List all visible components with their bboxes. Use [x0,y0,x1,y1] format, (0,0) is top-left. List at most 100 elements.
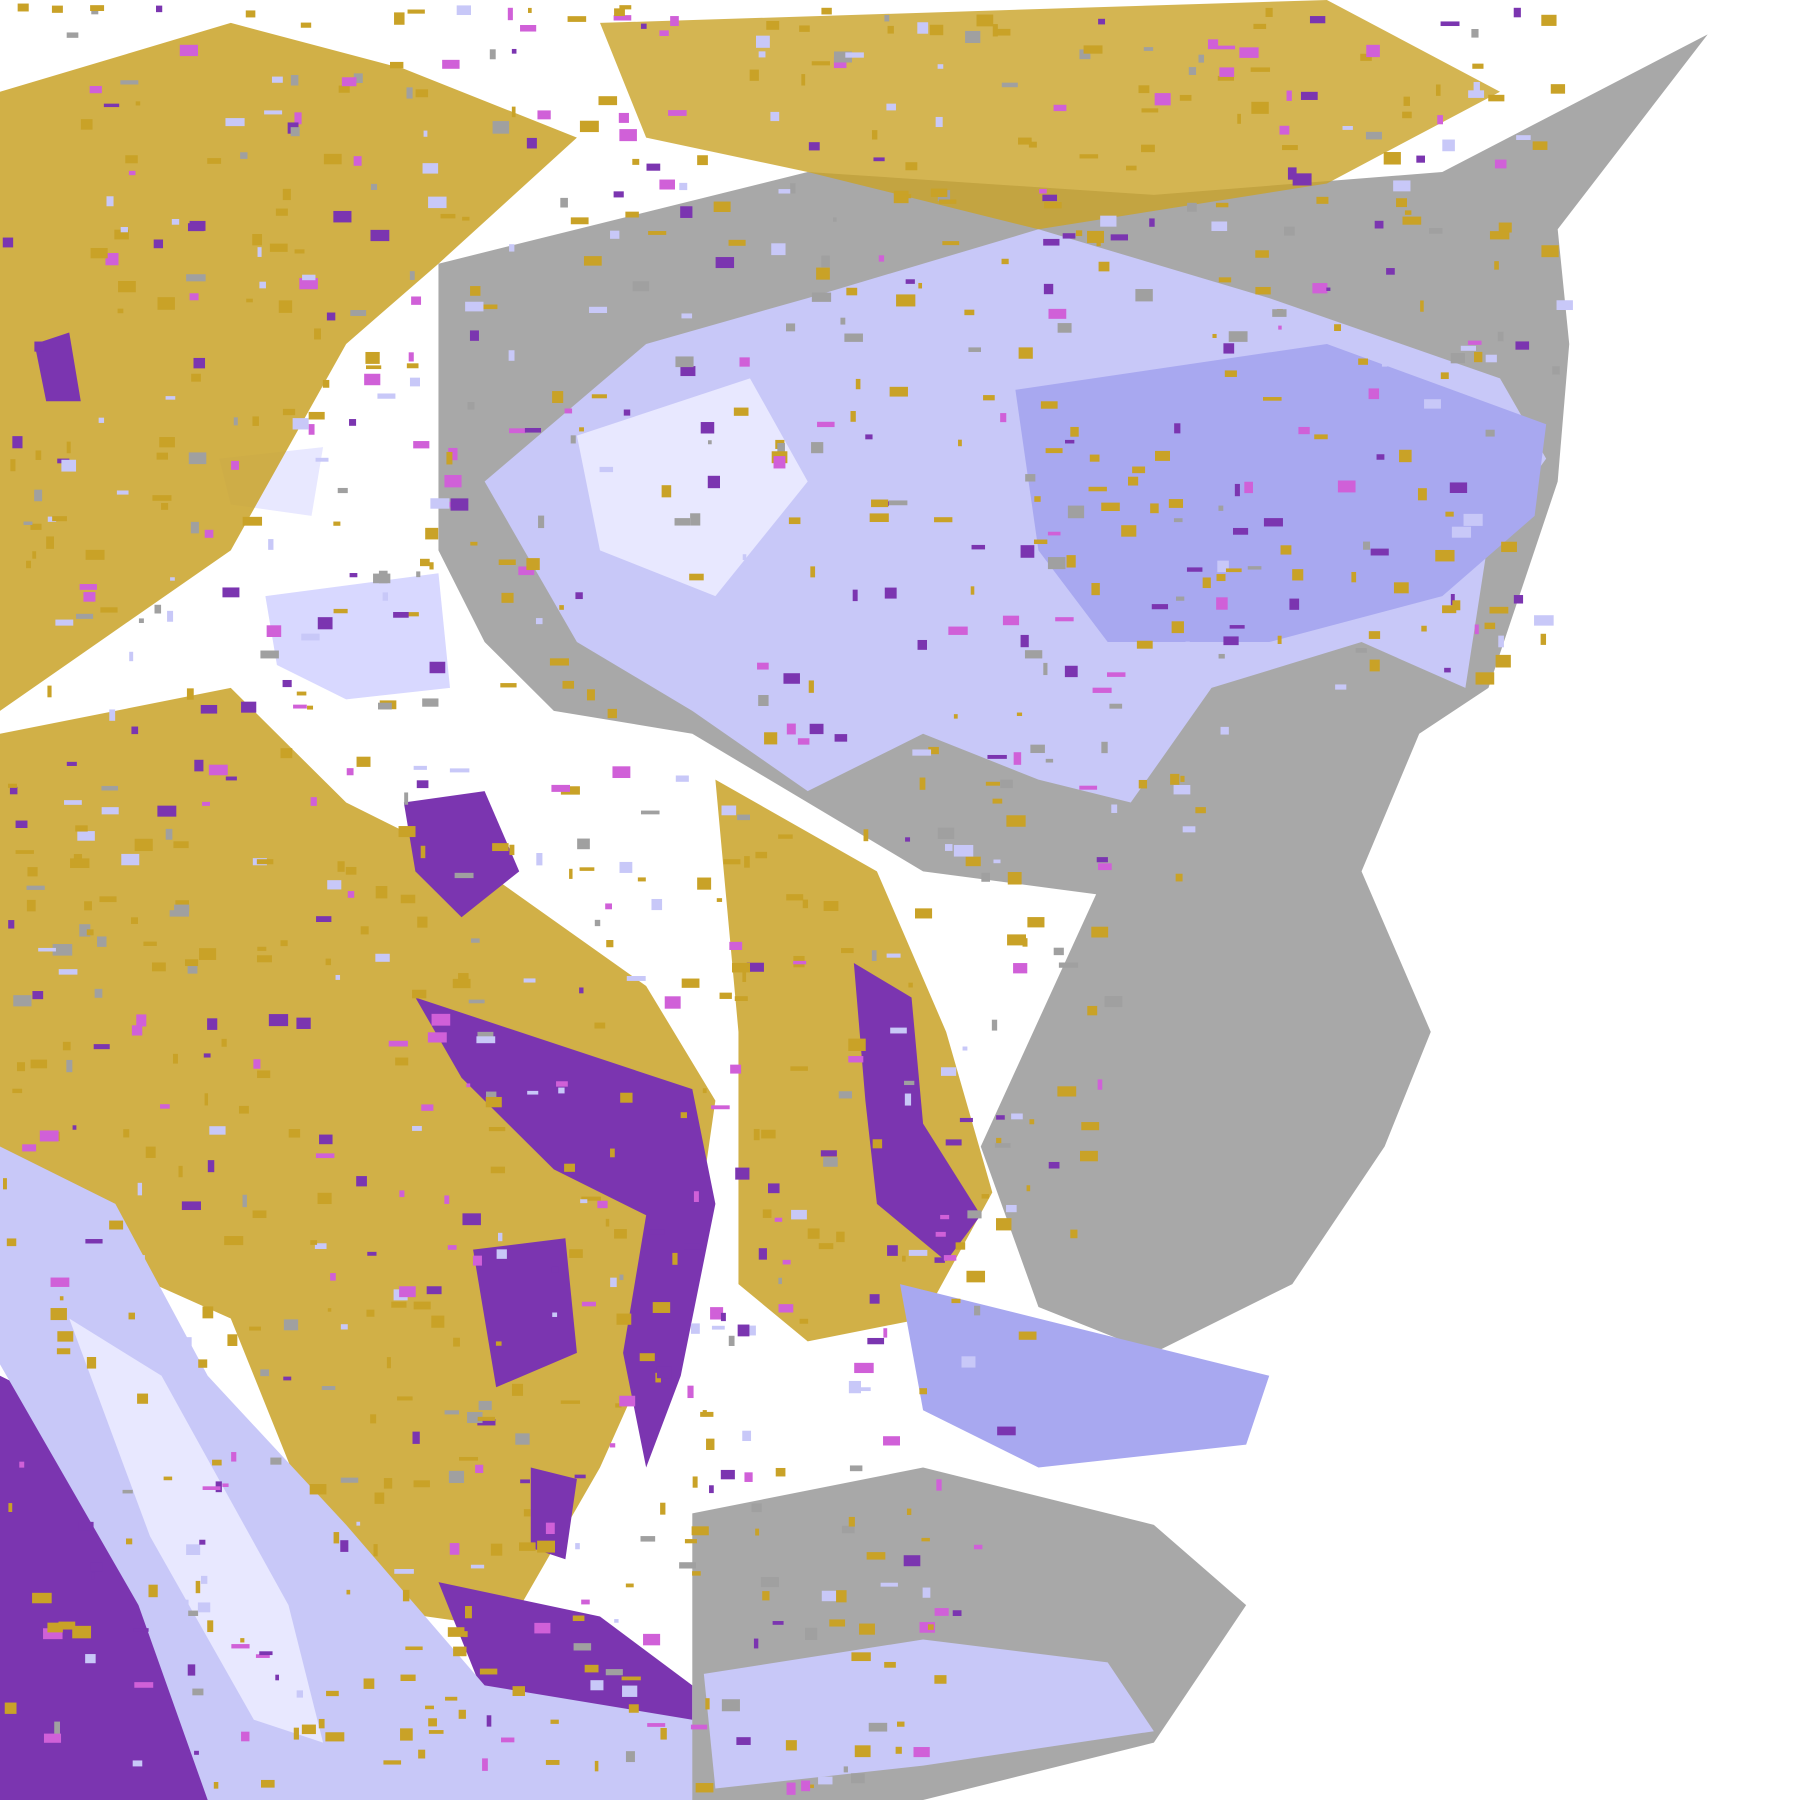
speckle [569,1249,583,1258]
speckle [409,271,415,280]
speckle [38,947,56,952]
speckle [64,800,82,805]
speckle [103,103,120,108]
speckle [169,910,189,917]
speckle [62,1041,71,1051]
speckle [829,1619,846,1627]
speckle [32,991,44,1000]
speckle [99,896,117,903]
speckle [831,589,850,593]
speckle [66,32,79,38]
speckle [34,489,43,502]
speckle [345,866,357,875]
speckle [1029,1119,1035,1125]
speckle [153,239,164,249]
speckle [660,1502,666,1515]
speckle [300,22,312,28]
speckle [1234,483,1240,497]
speckle [802,899,809,909]
speckle [400,1728,413,1741]
speckle [315,457,329,462]
speckle [1355,648,1367,653]
speckle [908,982,913,988]
speckle [753,1638,759,1649]
speckle [197,1602,211,1613]
speckle [711,1105,730,1110]
speckle [467,1412,483,1424]
speckle [1098,261,1110,272]
speckle [341,77,357,87]
speckle [670,16,679,27]
speckle [1445,511,1454,517]
speckle [762,1209,772,1218]
speckle [1058,962,1079,968]
speckle [50,1277,70,1287]
speckle [518,566,535,576]
speckle [1440,372,1449,380]
speckle [1326,287,1331,291]
speckle [981,1194,990,1199]
speckle [204,1093,209,1106]
speckle [1381,361,1388,367]
speckle [849,1465,863,1472]
speckle [106,196,114,207]
speckle [32,1592,52,1604]
speckle [1087,230,1104,243]
speckle [1024,650,1043,659]
speckle [713,201,731,212]
speckle [785,1740,797,1751]
speckle [1062,233,1076,239]
speckle [942,705,947,715]
speckle [1065,439,1075,444]
speckle [575,592,583,600]
speckle [340,1477,359,1483]
speckle [774,1217,783,1222]
speckle [581,1301,596,1307]
speckle [224,1236,244,1246]
speckle [888,500,908,506]
speckle [133,1628,149,1632]
speckle [942,241,960,246]
speckle [89,85,102,94]
speckle [560,1400,581,1404]
speckle [93,1044,110,1050]
speckle [697,155,708,166]
speckle [528,7,532,13]
speckle [551,1266,559,1273]
speckle [429,562,434,570]
speckle [246,298,253,303]
speckle [79,924,91,937]
speckle [208,764,228,776]
speckle [579,120,599,133]
speckle [523,1509,531,1517]
speckle [1404,210,1412,215]
speckle [1043,662,1048,676]
speckle [755,1528,760,1536]
speckle [674,518,690,526]
speckle [1383,349,1396,362]
speckle [626,976,646,981]
speckle [758,51,766,58]
speckle [1253,23,1267,30]
speckle [1018,1331,1037,1340]
speckle [255,1654,270,1658]
speckle [1450,353,1465,364]
speckle [619,1274,624,1281]
speckle [1467,340,1482,345]
speckle [222,587,240,598]
speckle [771,243,786,256]
speckle [321,1386,336,1391]
speckle [458,1709,466,1719]
speckle [444,1410,459,1415]
speckle [346,768,354,776]
speckle [173,841,189,849]
speckle [573,1643,592,1651]
speckle [49,1366,68,1375]
speckle [591,394,607,399]
speckle [652,1302,671,1313]
speckle [778,189,791,194]
speckle [1437,115,1443,125]
speckle [412,1125,422,1131]
speckle [270,1457,282,1465]
